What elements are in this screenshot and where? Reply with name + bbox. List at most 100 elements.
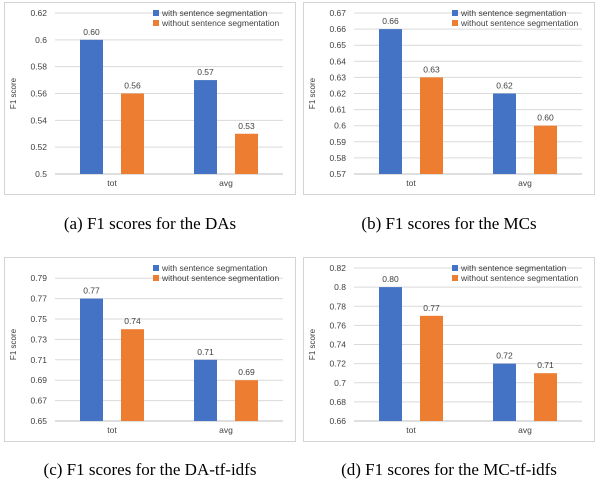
bar bbox=[235, 380, 258, 421]
bar bbox=[80, 298, 103, 421]
legend-swatch bbox=[153, 10, 159, 16]
data-label: 0.60 bbox=[537, 113, 554, 123]
figure-caption-a: (a) F1 scores for the DAs bbox=[63, 214, 237, 233]
x-tick-label: avg bbox=[219, 178, 233, 188]
y-tick-label: 0.71 bbox=[30, 355, 47, 365]
y-tick-label: 0.79 bbox=[30, 273, 47, 283]
bar bbox=[121, 93, 144, 174]
chart-panel-a: F1 score 0.5 0.52 0.54 0.56 0.58 0.6 0.62 tot 0.6… bbox=[4, 2, 296, 233]
y-tick-label: 0.72 bbox=[329, 359, 346, 369]
chart-area-d: F1 score 0.66 0.68 0.7 0.72 0.74 0.76 0.78 0.8 0.… bbox=[303, 257, 595, 442]
legend-swatch bbox=[452, 265, 458, 271]
x-tick-label: tot bbox=[107, 178, 117, 188]
y-axis-title: F1 score bbox=[308, 328, 317, 360]
bar bbox=[194, 80, 217, 174]
y-tick-label: 0.57 bbox=[329, 169, 346, 179]
bar bbox=[80, 39, 103, 175]
bar-chart-b: F1 score 0.57 0.58 0.59 0.6 0.61 0.62 0.63 0.64 0… bbox=[308, 8, 582, 188]
y-tick-label: 0.63 bbox=[329, 72, 346, 82]
y-tick-label: 0.58 bbox=[329, 153, 346, 163]
bar bbox=[194, 359, 217, 421]
y-tick-label: 0.64 bbox=[329, 56, 346, 66]
y-tick-label: 0.7 bbox=[334, 378, 346, 388]
bar bbox=[379, 29, 402, 174]
y-tick-label: 0.59 bbox=[329, 137, 346, 147]
data-label: 0.72 bbox=[496, 351, 513, 361]
y-tick-label: 0.73 bbox=[30, 334, 47, 344]
legend-label: with sentence segmentation bbox=[460, 8, 567, 18]
legend-label: with sentence segmentation bbox=[161, 8, 268, 18]
x-tick-label: tot bbox=[107, 425, 117, 435]
chart-panel-b: F1 score 0.57 0.58 0.59 0.6 0.61 0.62 0.63 0.64 0… bbox=[303, 2, 595, 233]
y-tick-label: 0.62 bbox=[30, 8, 47, 18]
figure-caption-b: (b) F1 scores for the MCs bbox=[361, 214, 537, 233]
bar-chart-d: F1 score 0.66 0.68 0.7 0.72 0.74 0.76 0.78 0.8 0.… bbox=[308, 263, 582, 435]
y-tick-label: 0.66 bbox=[329, 416, 346, 426]
legend-label: without sentence segmentation bbox=[161, 273, 279, 283]
legend-swatch bbox=[153, 265, 159, 271]
y-tick-label: 0.5 bbox=[35, 169, 47, 179]
chart-area-b: F1 score 0.57 0.58 0.59 0.6 0.61 0.62 0.63 0.64 0… bbox=[303, 2, 595, 195]
x-tick-label: avg bbox=[518, 425, 532, 435]
y-tick-label: 0.54 bbox=[30, 115, 47, 125]
chart-panel-c: F1 score 0.65 0.67 0.69 0.71 0.73 0.75 0.77 0.79… bbox=[4, 257, 296, 479]
legend-swatch bbox=[153, 275, 159, 281]
legend-label: with sentence segmentation bbox=[460, 263, 567, 273]
y-axis-title: F1 score bbox=[9, 328, 18, 360]
bar bbox=[534, 373, 557, 421]
bar bbox=[235, 133, 258, 174]
legend-label: without sentence segmentation bbox=[161, 18, 279, 28]
data-label: 0.63 bbox=[423, 64, 440, 74]
y-tick-label: 0.74 bbox=[329, 340, 346, 350]
bar bbox=[420, 315, 443, 421]
y-tick-label: 0.6 bbox=[35, 35, 47, 45]
legend-label: without sentence segmentation bbox=[460, 18, 578, 28]
legend-swatch bbox=[153, 20, 159, 26]
data-label: 0.53 bbox=[238, 121, 255, 131]
chart-area-c: F1 score 0.65 0.67 0.69 0.71 0.73 0.75 0.77 0.79… bbox=[4, 257, 296, 442]
data-label: 0.71 bbox=[537, 360, 554, 370]
legend-label: without sentence segmentation bbox=[460, 273, 578, 283]
bar-chart-a: F1 score 0.5 0.52 0.54 0.56 0.58 0.6 0.62 tot 0.6… bbox=[9, 8, 283, 188]
bar bbox=[493, 93, 516, 174]
data-label: 0.80 bbox=[382, 274, 399, 284]
y-tick-label: 0.67 bbox=[30, 396, 47, 406]
y-axis-title: F1 score bbox=[308, 77, 317, 109]
y-tick-label: 0.61 bbox=[329, 105, 346, 115]
y-axis-title: F1 score bbox=[9, 77, 18, 109]
x-tick-label: avg bbox=[518, 178, 532, 188]
y-tick-label: 0.66 bbox=[329, 24, 346, 34]
y-tick-label: 0.65 bbox=[329, 40, 346, 50]
x-tick-label: tot bbox=[406, 178, 416, 188]
data-label: 0.69 bbox=[238, 367, 255, 377]
y-tick-label: 0.62 bbox=[329, 89, 346, 99]
y-tick-label: 0.56 bbox=[30, 89, 47, 99]
data-label: 0.57 bbox=[197, 67, 214, 77]
bar bbox=[379, 287, 402, 421]
legend-label: with sentence segmentation bbox=[161, 263, 268, 273]
bar bbox=[121, 329, 144, 421]
y-tick-label: 0.52 bbox=[30, 142, 47, 152]
bar bbox=[420, 77, 443, 174]
data-label: 0.77 bbox=[423, 303, 440, 313]
y-tick-label: 0.68 bbox=[329, 397, 346, 407]
legend-swatch bbox=[452, 10, 458, 16]
y-tick-label: 0.65 bbox=[30, 416, 47, 426]
y-tick-label: 0.76 bbox=[329, 320, 346, 330]
data-label: 0.56 bbox=[124, 81, 141, 91]
x-tick-label: tot bbox=[406, 425, 416, 435]
legend-swatch bbox=[452, 275, 458, 281]
data-label: 0.71 bbox=[197, 347, 214, 357]
y-tick-label: 0.69 bbox=[30, 375, 47, 385]
data-label: 0.62 bbox=[496, 81, 513, 91]
y-tick-label: 0.82 bbox=[329, 263, 346, 273]
legend-swatch bbox=[452, 20, 458, 26]
data-label: 0.74 bbox=[124, 316, 141, 326]
figure-caption-d: (d) F1 scores for the MC-tf-idfs bbox=[341, 460, 557, 479]
bar bbox=[493, 363, 516, 421]
x-tick-label: avg bbox=[219, 425, 233, 435]
data-label: 0.60 bbox=[83, 27, 100, 37]
y-tick-label: 0.67 bbox=[329, 8, 346, 18]
y-tick-label: 0.75 bbox=[30, 314, 47, 324]
y-tick-label: 0.78 bbox=[329, 301, 346, 311]
